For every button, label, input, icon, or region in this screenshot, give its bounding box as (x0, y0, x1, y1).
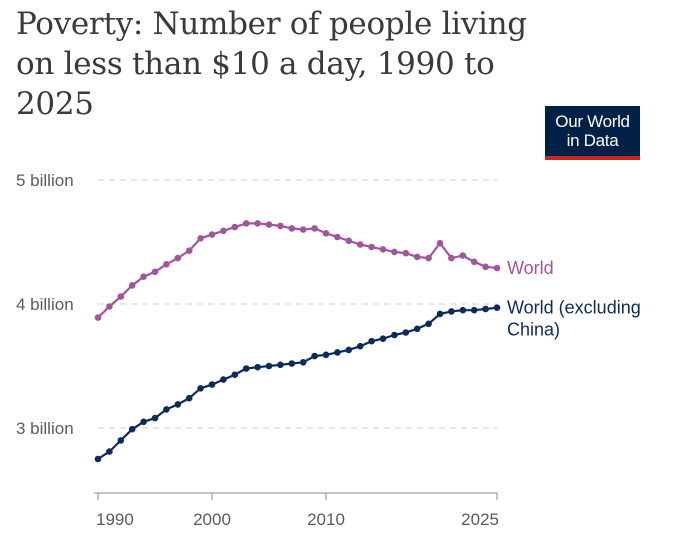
data-point (231, 223, 239, 231)
data-point (128, 425, 136, 433)
data-point (185, 394, 193, 402)
data-point (402, 329, 410, 336)
data-point (277, 361, 284, 369)
data-point (197, 385, 204, 392)
series-label: World (507, 258, 554, 278)
logo-line-1: Our World (555, 112, 630, 131)
data-point (163, 261, 170, 268)
data-point (128, 282, 136, 289)
data-point (345, 346, 353, 354)
data-point (265, 362, 273, 370)
data-point (140, 418, 147, 426)
x-tick-label: 2025 (461, 510, 499, 529)
data-point (356, 241, 364, 248)
data-point (220, 376, 227, 383)
y-tick-label: 5 billion (16, 171, 74, 190)
series-label: World (excluding (507, 298, 641, 318)
data-point (151, 268, 159, 276)
data-point (425, 254, 432, 262)
y-tick-label: 4 billion (16, 295, 74, 314)
data-point (493, 264, 501, 272)
data-point (242, 365, 250, 372)
data-point (117, 293, 125, 300)
data-point (391, 331, 398, 339)
data-point (368, 337, 375, 345)
data-point (254, 363, 261, 371)
series-line-world-excluding-china (97, 306, 498, 460)
chart-title: Poverty: Number of people living on less… (16, 6, 527, 122)
data-point (299, 226, 307, 233)
data-point (288, 360, 296, 367)
data-point (459, 306, 467, 314)
data-point (470, 258, 478, 266)
x-tick-label: 1990 (96, 510, 134, 529)
data-point (242, 220, 250, 227)
x-tick-label: 2000 (193, 510, 231, 529)
data-point (436, 310, 444, 318)
data-point (322, 351, 330, 359)
data-point (413, 325, 421, 333)
data-point (368, 243, 375, 251)
data-point (448, 308, 455, 315)
data-point (94, 455, 102, 463)
data-point (163, 406, 170, 413)
data-point (254, 220, 261, 227)
data-point (311, 352, 318, 360)
data-point (322, 230, 330, 237)
x-tick-label: 2010 (307, 510, 345, 529)
data-point (208, 231, 216, 238)
data-point (311, 225, 318, 232)
data-point (106, 448, 113, 455)
logo-line-2: in Data (566, 131, 619, 150)
data-point (197, 235, 204, 242)
data-point (208, 381, 216, 388)
data-point (436, 239, 444, 247)
data-point (459, 252, 467, 259)
data-point (334, 233, 341, 241)
data-point (265, 221, 273, 228)
data-point (117, 437, 125, 444)
data-point (402, 249, 410, 257)
data-point (185, 247, 193, 254)
data-point (482, 263, 489, 271)
data-point (482, 305, 489, 313)
data-point (425, 320, 432, 328)
data-point (413, 253, 421, 261)
data-point (106, 303, 113, 310)
owid-logo[interactable]: Our World in Data (545, 106, 640, 160)
series-label: China) (507, 320, 560, 340)
y-tick-label: 3 billion (16, 419, 74, 438)
data-point (391, 248, 398, 256)
data-point (334, 349, 341, 356)
data-point (151, 414, 159, 422)
data-point (277, 222, 284, 230)
data-point (299, 359, 307, 366)
data-point (448, 254, 455, 262)
data-point (470, 306, 478, 314)
data-point (174, 401, 182, 408)
data-point (356, 342, 364, 350)
data-point (231, 371, 239, 379)
data-point (220, 227, 227, 235)
data-point (288, 225, 296, 232)
data-point (140, 273, 147, 281)
data-point (379, 335, 387, 343)
data-point (493, 304, 501, 312)
data-point (174, 254, 182, 262)
data-point (345, 237, 353, 245)
data-point (94, 314, 102, 321)
data-point (379, 246, 387, 253)
